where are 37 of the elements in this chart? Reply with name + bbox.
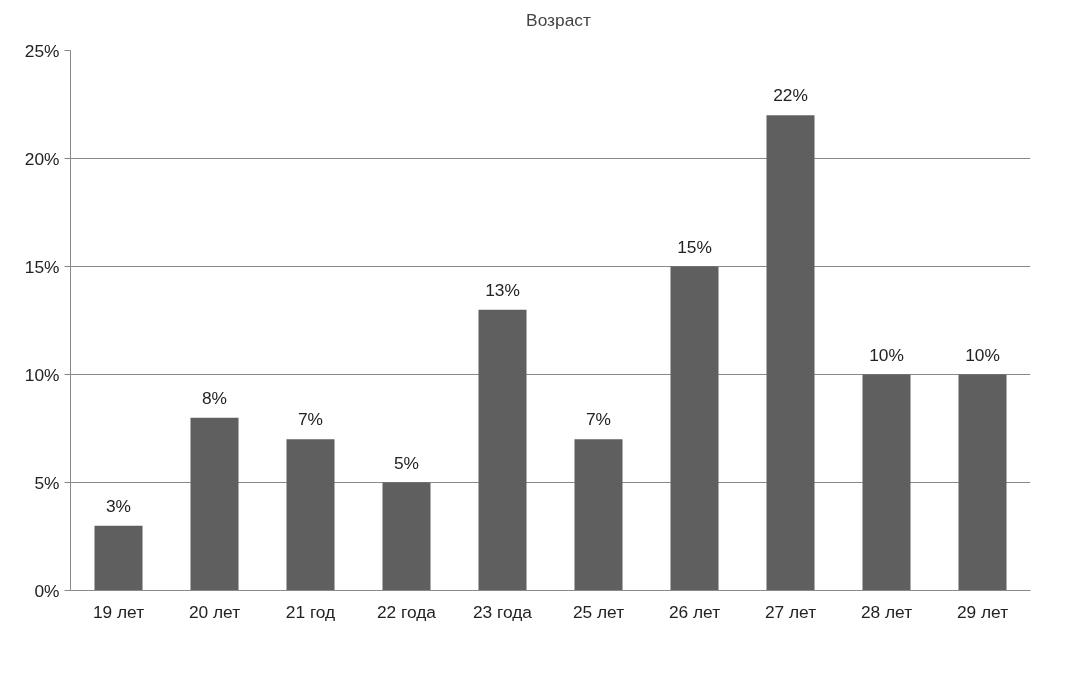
x-tick-label: 23 года (472, 601, 533, 622)
x-tick-label: 22 года (376, 601, 437, 622)
x-tick-label: 27 лет (764, 601, 817, 622)
bar (862, 374, 911, 591)
bar (958, 374, 1007, 591)
x-tick-label: 25 лет (572, 601, 625, 622)
y-tick-label: 20% (24, 148, 60, 169)
data-label: 3% (105, 495, 132, 516)
bar (94, 525, 143, 591)
bar (574, 439, 623, 591)
data-label: 5% (393, 452, 420, 473)
data-label: 13% (485, 279, 520, 300)
y-tick-label: 5% (34, 472, 60, 493)
y-tick-label: 10% (24, 364, 60, 385)
data-label: 15% (677, 236, 712, 257)
bar (766, 115, 815, 591)
x-tick-label: 21 год (285, 601, 336, 622)
data-label: 22% (773, 85, 808, 106)
bar (190, 417, 239, 591)
data-label: 10% (869, 344, 904, 365)
data-label: 7% (297, 409, 324, 430)
bar (382, 482, 431, 591)
data-label: 8% (201, 387, 228, 408)
y-tick-label: 15% (24, 256, 60, 277)
text: Возраст (526, 9, 591, 31)
x-tick-label: 20 лет (188, 601, 241, 622)
x-tick-label: 29 лет (956, 601, 1009, 622)
x-tick-label: 26 лет (668, 601, 721, 622)
bar (478, 309, 527, 591)
data-label: 10% (965, 344, 1000, 365)
x-tick-label: 28 лет (860, 601, 913, 622)
bar (286, 439, 335, 591)
y-tick-label: 25% (24, 40, 60, 61)
bar (670, 266, 719, 591)
data-label: 7% (585, 409, 612, 430)
x-tick-label: 19 лет (92, 601, 145, 622)
y-tick-label: 0% (34, 580, 60, 601)
